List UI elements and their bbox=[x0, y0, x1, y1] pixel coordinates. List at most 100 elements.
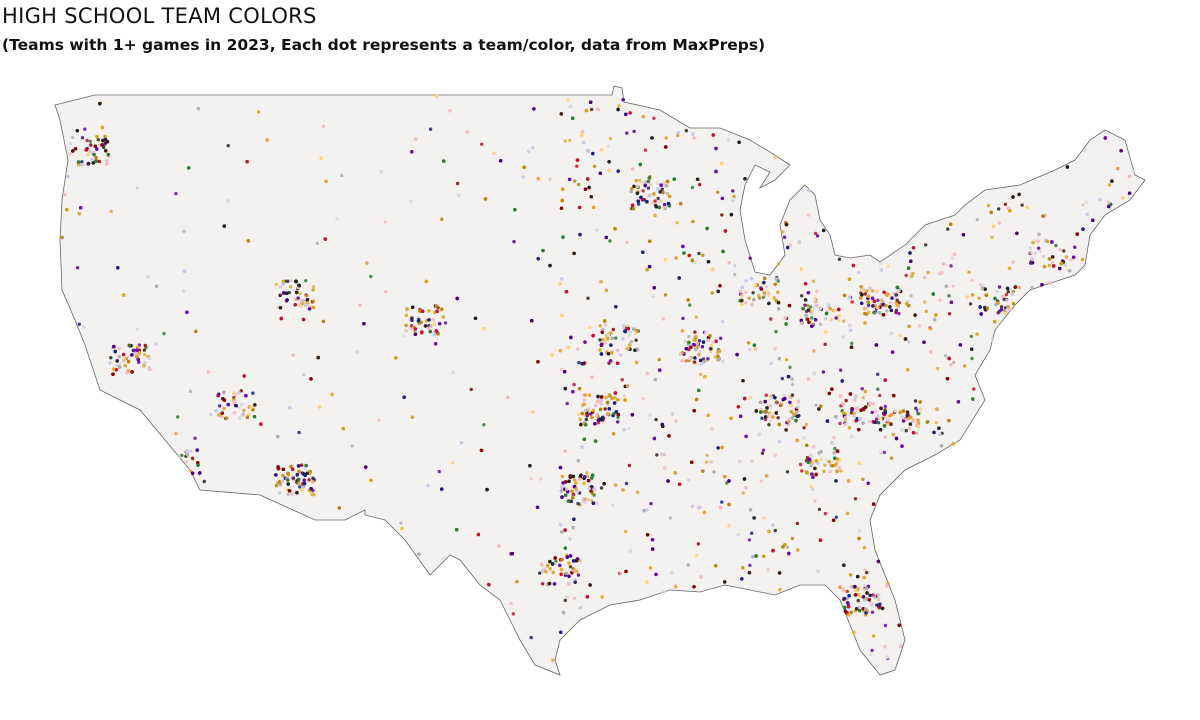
team-dot bbox=[247, 412, 251, 417]
team-dot bbox=[772, 296, 776, 300]
team-dot bbox=[817, 407, 821, 411]
team-dot bbox=[862, 306, 866, 311]
team-dot bbox=[322, 124, 326, 128]
team-dot bbox=[997, 221, 1001, 225]
team-dot bbox=[601, 327, 605, 331]
team-dot bbox=[838, 585, 842, 589]
team-dot bbox=[122, 355, 127, 360]
team-dot bbox=[658, 368, 662, 372]
team-dot bbox=[566, 97, 570, 102]
team-dot bbox=[459, 441, 464, 445]
team-dot bbox=[777, 422, 781, 427]
team-dot bbox=[804, 470, 809, 474]
team-dot bbox=[801, 307, 805, 311]
team-dot bbox=[765, 406, 769, 410]
team-dot bbox=[870, 610, 875, 614]
team-dot bbox=[282, 291, 286, 295]
team-dot bbox=[1011, 289, 1015, 294]
team-dot bbox=[864, 586, 869, 590]
team-dot bbox=[582, 398, 587, 402]
team-dot bbox=[435, 309, 439, 314]
team-dot bbox=[176, 415, 180, 419]
team-dot bbox=[298, 304, 302, 308]
team-dot bbox=[769, 412, 773, 416]
team-dot bbox=[852, 414, 856, 418]
team-dot bbox=[773, 282, 777, 286]
team-dot bbox=[854, 406, 858, 410]
team-dot bbox=[648, 239, 652, 243]
team-dot bbox=[242, 408, 246, 413]
team-dot bbox=[868, 286, 872, 290]
team-dot bbox=[601, 338, 605, 342]
team-dot bbox=[879, 261, 883, 266]
team-dot bbox=[635, 329, 639, 333]
team-dot bbox=[744, 290, 748, 294]
team-dot bbox=[1054, 243, 1058, 248]
team-dot bbox=[594, 403, 598, 408]
team-dot bbox=[790, 393, 795, 397]
team-dot bbox=[1051, 255, 1055, 259]
team-dot bbox=[135, 348, 139, 352]
team-dot bbox=[1006, 206, 1010, 211]
team-dot bbox=[584, 417, 588, 422]
team-dot bbox=[774, 411, 778, 415]
team-dot bbox=[1030, 285, 1034, 289]
team-dot bbox=[402, 334, 406, 338]
team-dot bbox=[857, 528, 862, 533]
team-dot bbox=[1098, 197, 1102, 202]
team-dot bbox=[977, 296, 981, 300]
team-dot bbox=[860, 293, 864, 297]
team-dot bbox=[130, 353, 134, 357]
team-dot bbox=[300, 488, 304, 492]
team-dot bbox=[699, 358, 703, 363]
team-dot bbox=[604, 395, 608, 400]
team-dot bbox=[692, 338, 696, 342]
team-dot bbox=[782, 393, 786, 397]
team-dot bbox=[860, 301, 864, 305]
team-dot bbox=[578, 558, 582, 563]
team-dot bbox=[287, 489, 292, 493]
team-dot bbox=[1119, 149, 1123, 153]
team-dot bbox=[695, 177, 700, 181]
team-dot bbox=[298, 481, 302, 485]
team-dot bbox=[522, 165, 526, 169]
team-dot bbox=[645, 533, 650, 537]
team-dot bbox=[1058, 266, 1062, 271]
team-dot bbox=[1006, 305, 1010, 309]
team-dot bbox=[654, 572, 658, 577]
team-dot bbox=[710, 427, 714, 431]
team-dot bbox=[598, 348, 602, 352]
team-dot bbox=[834, 479, 838, 483]
team-dot bbox=[302, 478, 306, 482]
team-dot bbox=[951, 284, 955, 288]
team-dot bbox=[814, 289, 819, 294]
team-dot bbox=[571, 492, 576, 497]
team-dot bbox=[297, 430, 301, 435]
team-dot bbox=[1030, 257, 1035, 261]
team-dot bbox=[274, 484, 279, 488]
team-dot bbox=[612, 401, 617, 405]
team-dot bbox=[432, 332, 436, 337]
team-dot bbox=[598, 338, 602, 342]
team-dot bbox=[885, 655, 889, 659]
team-dot bbox=[907, 340, 911, 344]
team-dot bbox=[1011, 301, 1016, 306]
team-dot bbox=[740, 298, 744, 303]
team-dot bbox=[825, 458, 829, 462]
team-dot bbox=[938, 272, 942, 276]
team-dot bbox=[731, 189, 735, 193]
team-dot bbox=[773, 395, 777, 400]
team-dot bbox=[303, 303, 308, 307]
team-dot bbox=[889, 456, 894, 460]
team-dot bbox=[410, 324, 414, 328]
team-dot bbox=[819, 458, 823, 462]
team-dot bbox=[65, 174, 70, 179]
team-dot bbox=[418, 309, 422, 313]
team-dot bbox=[115, 364, 119, 368]
team-dot bbox=[883, 404, 887, 409]
team-dot bbox=[947, 294, 951, 298]
team-dot bbox=[759, 287, 764, 291]
team-dot bbox=[751, 291, 755, 295]
team-dot bbox=[776, 301, 781, 305]
team-dot bbox=[410, 415, 415, 419]
